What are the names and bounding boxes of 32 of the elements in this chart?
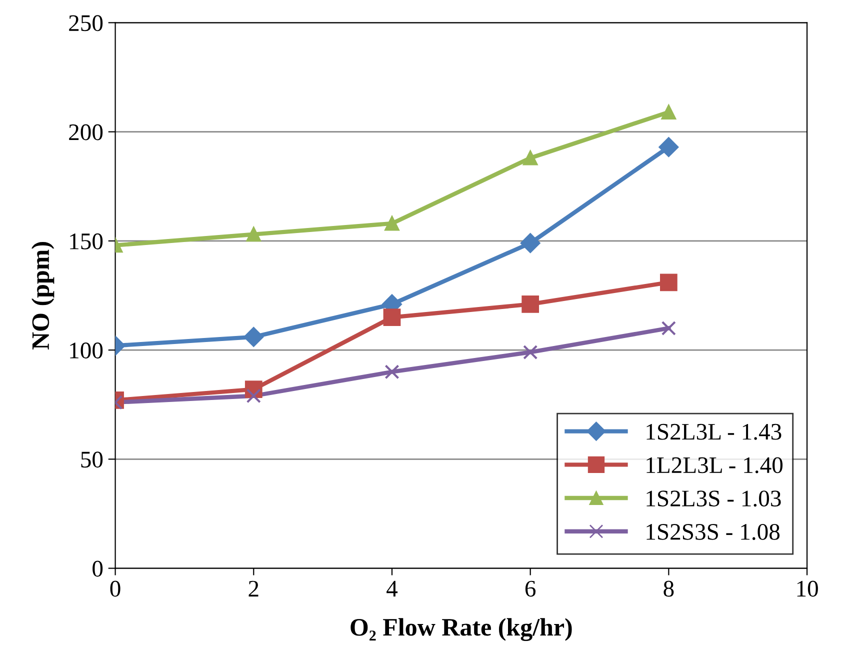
point xyxy=(523,150,538,166)
legend-label: 1S2L3S - 1.03 xyxy=(646,490,781,507)
x-tick-label: 10 xyxy=(797,580,818,597)
x-tick-label: 0 xyxy=(110,580,120,597)
point xyxy=(661,104,676,120)
legend-label: 1L2L3L - 1.40 xyxy=(646,457,783,474)
point xyxy=(658,137,679,157)
x-tick-label: 8 xyxy=(664,580,674,597)
y-tick-label: 0 xyxy=(92,560,103,577)
x-tick-label: 6 xyxy=(525,580,536,597)
point xyxy=(384,364,400,380)
point xyxy=(383,308,401,326)
y-tick-label: 250 xyxy=(69,15,103,32)
legend-label: 1S2S3S - 1.08 xyxy=(646,524,780,540)
x-tick-label: 2 xyxy=(248,580,258,596)
x-axis-title: O₂ Flow Rate (kg/hr) xyxy=(350,618,572,642)
y-tick-label: 200 xyxy=(69,124,103,140)
x-tick-label: 4 xyxy=(386,580,398,596)
y-tick-label: 50 xyxy=(81,452,103,468)
point xyxy=(520,233,540,253)
point xyxy=(246,227,261,242)
point xyxy=(244,327,264,347)
legend-label: 1S2L3L - 1.43 xyxy=(646,424,782,440)
point xyxy=(246,388,261,404)
point xyxy=(523,344,538,360)
point xyxy=(660,274,678,292)
point xyxy=(384,216,400,231)
point xyxy=(522,296,540,313)
y-axis-title: NO (ppm) xyxy=(32,242,54,350)
y-tick-label: 100 xyxy=(70,342,103,358)
y-tick-label: 150 xyxy=(70,233,103,250)
point xyxy=(661,320,676,336)
